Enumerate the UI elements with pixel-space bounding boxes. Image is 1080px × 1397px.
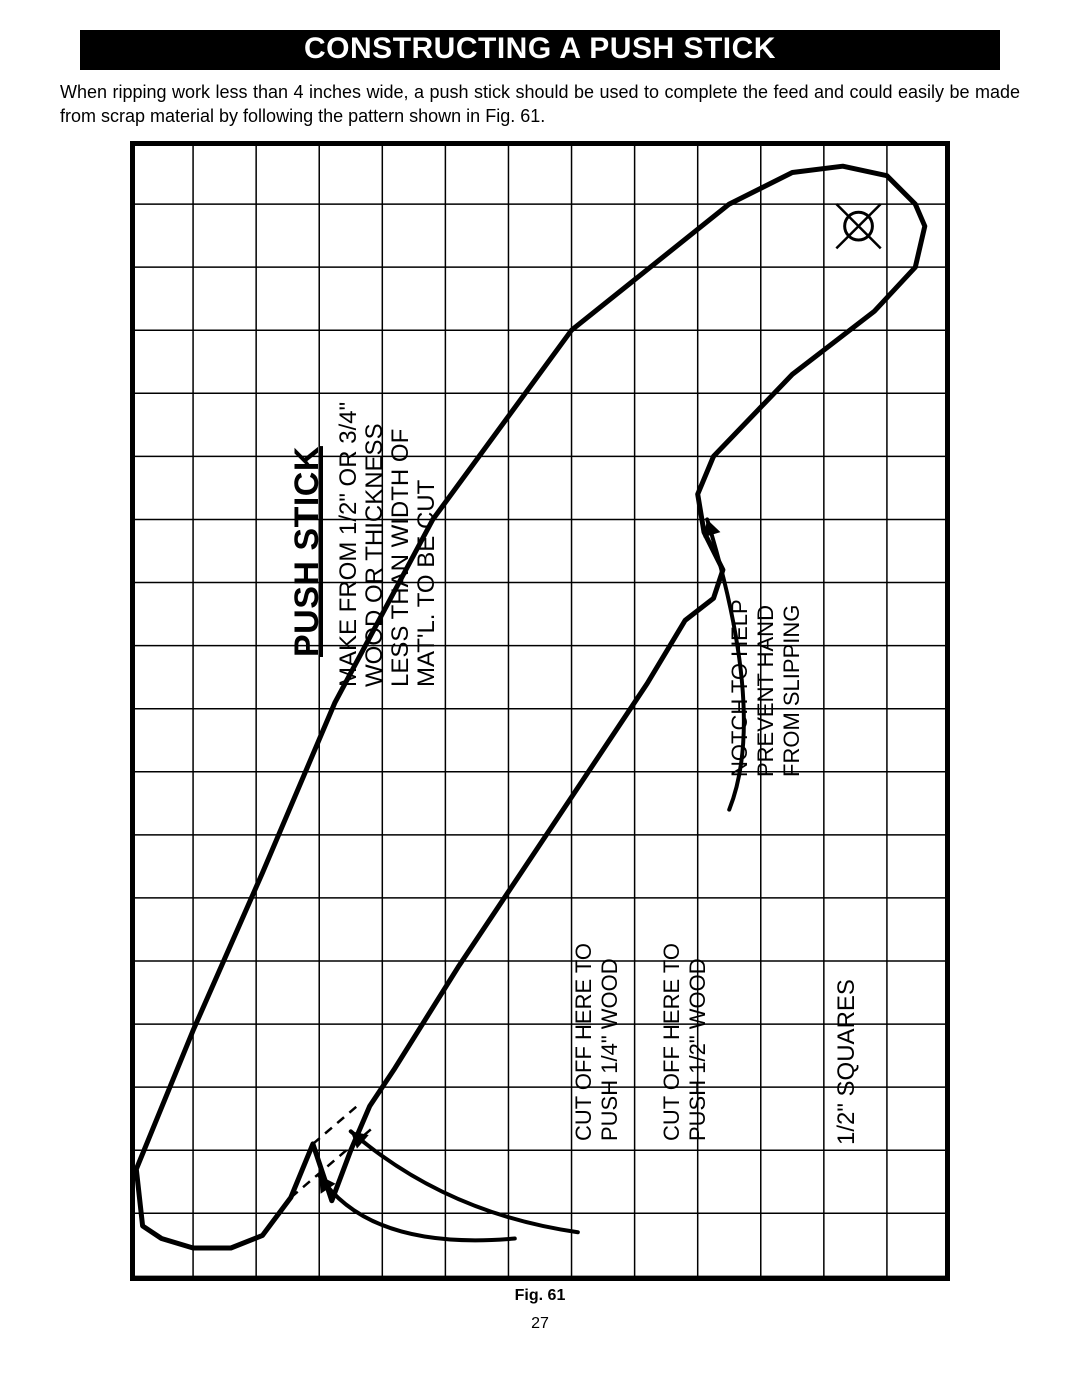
figure-wrap: PUSH STICK MAKE FROM 1/2" OR 3/4" WOOD O… — [130, 141, 950, 1281]
page-number: 27 — [60, 1315, 1020, 1333]
notch-note-line1: NOTCH TO HELP — [728, 599, 751, 777]
material-note-line3: LESS THAN WIDTH OF — [388, 428, 413, 686]
cutoff-quarter-line1: CUT OFF HERE TO — [572, 943, 595, 1141]
material-note-line2: WOOD OR THICKNESS — [362, 423, 387, 687]
diagram-title: PUSH STICK — [290, 446, 326, 657]
cutoff-half-line1: CUT OFF HERE TO — [660, 943, 683, 1141]
intro-paragraph: When ripping work less than 4 inches wid… — [60, 80, 1020, 129]
cutoff-quarter-line2: PUSH 1/4" WOOD — [598, 958, 621, 1141]
notch-note-line2: PREVENT HAND — [754, 605, 777, 777]
figure-caption: Fig. 61 — [60, 1287, 1020, 1305]
notch-note-line3: FROM SLIPPING — [780, 604, 803, 776]
material-note-line4: MAT'L. TO BE CUT — [414, 479, 439, 686]
material-note-line1: MAKE FROM 1/2" OR 3/4" — [336, 401, 361, 686]
section-heading: CONSTRUCTING A PUSH STICK — [80, 30, 1000, 70]
cutoff-half-line2: PUSH 1/2" WOOD — [686, 958, 709, 1141]
pushstick-diagram — [130, 141, 950, 1281]
grid-scale-label: 1/2" SQUARES — [834, 979, 859, 1145]
